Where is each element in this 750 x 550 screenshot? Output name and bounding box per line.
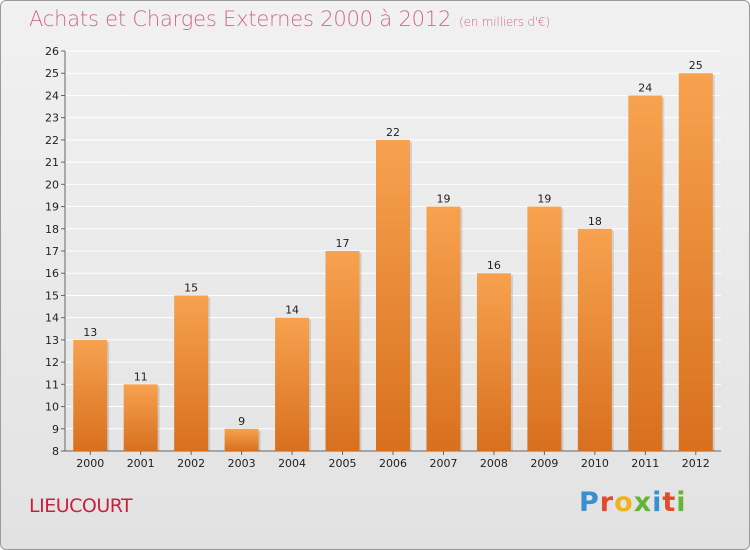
logo-letter: t [662,487,677,518]
bar [73,339,108,451]
data-label: 15 [184,281,198,294]
y-tick-label: 8 [52,445,59,458]
bar [123,384,158,451]
data-label: 14 [285,304,299,317]
x-tick-label: 2000 [76,457,104,470]
y-tick-label: 24 [45,89,59,102]
bar [476,273,511,451]
data-label: 17 [336,237,350,250]
y-tick-label: 14 [45,312,59,325]
x-tick-label: 2002 [177,457,205,470]
logo-letter: i [676,487,687,518]
chart-unit: (en milliers d'€) [459,15,550,29]
data-label: 16 [487,259,501,272]
data-label: 19 [537,193,551,206]
labels: 2000 13 2001 11 2002 15 2003 9 2004 14 2005 17 2006 2… [76,59,710,470]
logo-letter: o [614,487,634,518]
axes: 8 9 10 11 12 13 14 15 16 17 18 19 20 21 22 23 24 25 26 [45,45,721,458]
data-label: 25 [689,59,703,72]
bar [577,228,612,451]
chart-title: Achats et Charges Externes 2000 à 2012 (e… [29,7,550,31]
bar [527,206,562,451]
bar [275,317,310,451]
x-tick-label: 2011 [631,457,659,470]
y-tick-label: 9 [52,423,59,436]
y-tick-label: 18 [45,223,59,236]
town-name: LIEUCOURT [29,495,133,517]
y-tick-label: 20 [45,178,59,191]
y-tick-label: 25 [45,67,59,80]
y-tick-label: 22 [45,134,59,147]
x-tick-label: 2007 [429,457,457,470]
data-label: 19 [436,193,450,206]
data-label: 22 [386,126,400,139]
logo-letter: P [579,487,600,518]
y-tick-label: 15 [45,289,59,302]
x-tick-label: 2001 [127,457,155,470]
logo-letter: x [633,487,653,518]
x-tick-label: 2008 [480,457,508,470]
y-tick-label: 11 [45,378,59,391]
bars [73,73,715,451]
data-label: 11 [134,370,148,383]
bar [628,95,663,451]
y-tick-label: 13 [45,334,59,347]
chart-title-text: Achats et Charges Externes 2000 à 2012 [29,7,452,31]
x-tick-label: 2005 [329,457,357,470]
data-label: 24 [638,81,652,94]
x-tick-label: 2004 [278,457,306,470]
y-tick-label: 19 [45,201,59,214]
bar [678,73,713,451]
proxiti-logo: Proxiti [579,487,687,518]
bar [376,139,410,451]
bar [174,295,209,451]
y-tick-label: 16 [45,267,59,280]
bar [325,251,360,451]
x-tick-label: 2006 [379,457,407,470]
y-tick-label: 12 [45,356,59,369]
bar [224,428,259,451]
x-tick-label: 2012 [682,457,710,470]
bar [426,206,461,451]
y-tick-label: 26 [45,45,59,58]
data-label: 9 [238,415,245,428]
x-tick-label: 2009 [530,457,558,470]
y-tick-label: 21 [45,156,59,169]
y-tick-label: 23 [45,112,59,125]
x-tick-label: 2010 [581,457,609,470]
logo-letter: r [599,487,615,518]
data-label: 13 [83,326,97,339]
logo-letter: i [652,487,663,518]
y-tick-label: 10 [45,401,59,414]
x-tick-label: 2003 [228,457,256,470]
data-label: 18 [588,215,602,228]
y-tick-label: 17 [45,245,59,258]
